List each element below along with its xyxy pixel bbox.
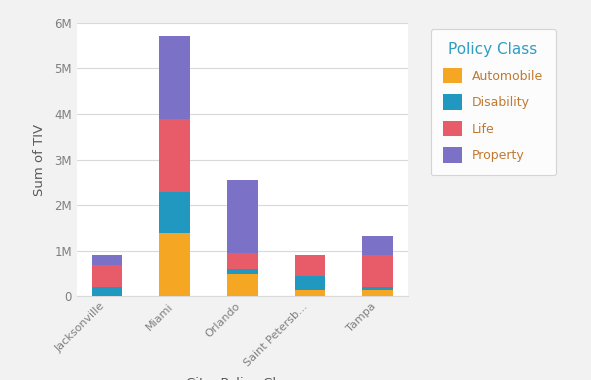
Bar (362, 236, 393, 255)
Legend: Automobile, Disability, Life, Property: Automobile, Disability, Life, Property (431, 29, 556, 175)
Bar (160, 119, 190, 192)
Bar (160, 36, 190, 119)
Bar (295, 290, 325, 296)
Bar (362, 287, 393, 290)
Bar (160, 233, 190, 296)
Y-axis label: Sum of TIV: Sum of TIV (33, 124, 46, 196)
Bar (227, 274, 258, 296)
Bar (362, 255, 393, 287)
Bar (92, 287, 122, 296)
Bar (227, 253, 258, 269)
Bar (92, 255, 122, 265)
Bar (160, 192, 190, 233)
Bar (227, 180, 258, 253)
X-axis label: City, Policy Class: City, Policy Class (186, 377, 298, 380)
Bar (295, 276, 325, 290)
Bar (227, 269, 258, 274)
Bar (92, 265, 122, 287)
Bar (362, 290, 393, 296)
Bar (295, 255, 325, 276)
